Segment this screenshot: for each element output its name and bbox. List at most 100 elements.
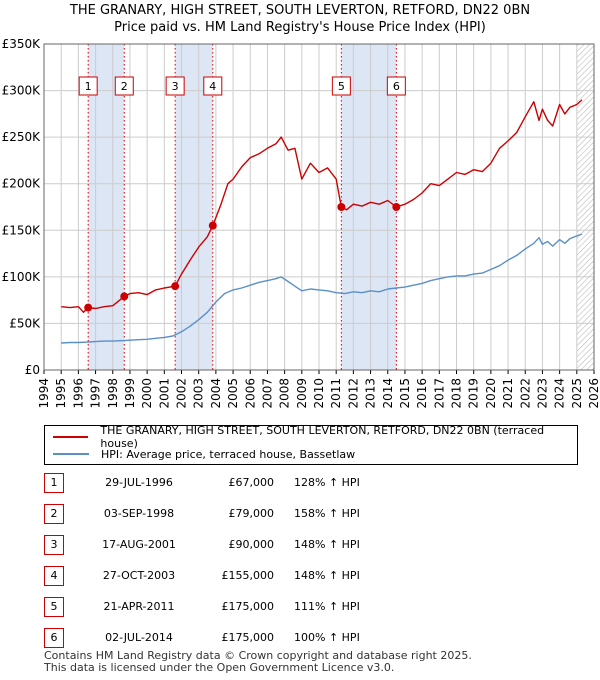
x-tick-label: 2012 xyxy=(346,378,360,409)
x-tick-label: 2004 xyxy=(209,378,223,409)
y-tick-label: £50K xyxy=(9,316,41,330)
x-tick-label: 2011 xyxy=(329,378,343,409)
footer-line2: This data is licensed under the Open Gov… xyxy=(44,661,395,674)
sale-point xyxy=(171,282,180,291)
x-tick-label: 2022 xyxy=(518,378,532,409)
series-line-hpi xyxy=(61,233,583,344)
x-tick-label: 2005 xyxy=(226,378,240,409)
y-tick-label: £0 xyxy=(25,363,40,377)
x-tick-label: 1994 xyxy=(37,378,51,409)
x-tick-label: 1998 xyxy=(106,378,120,409)
sale-marker-label: 2 xyxy=(121,80,128,93)
x-tick-label: 2020 xyxy=(484,378,498,409)
sale-marker-box xyxy=(114,76,134,96)
sale-marker-box xyxy=(165,76,185,96)
sale-point xyxy=(84,303,93,312)
sale-number-badge: 3 xyxy=(44,535,64,555)
x-tick-label: 2003 xyxy=(192,378,206,409)
x-tick-label: 2010 xyxy=(312,378,326,409)
y-tick-label: £100K xyxy=(2,270,42,284)
legend-swatch-hpi xyxy=(53,453,89,455)
x-tick-label: 2009 xyxy=(295,378,309,409)
x-tick-label: 2026 xyxy=(587,378,600,409)
legend-item-property: THE GRANARY, HIGH STREET, SOUTH LEVERTON… xyxy=(53,424,577,450)
sale-number-badge: 4 xyxy=(44,566,64,586)
legend-label-hpi: HPI: Average price, terraced house, Bass… xyxy=(101,447,356,461)
sale-hpi-change: 158% ↑ HPI xyxy=(294,507,360,520)
sale-marker-label: 4 xyxy=(209,80,216,93)
x-tick-label: 2016 xyxy=(415,378,429,409)
sale-price: £155,000 xyxy=(221,569,275,582)
y-tick-label: £350K xyxy=(2,37,42,51)
x-tick-label: 2025 xyxy=(570,378,584,409)
sale-number-badge: 6 xyxy=(44,628,64,648)
sale-row: 1 29-JUL-1996 £67,000 128% ↑ HPI xyxy=(44,473,584,493)
y-tick-label: £300K xyxy=(2,84,42,98)
sale-number-badge: 5 xyxy=(44,597,64,617)
sale-price: £175,000 xyxy=(221,631,275,644)
sale-date: 21-APR-2011 xyxy=(103,600,175,613)
sale-date: 27-OCT-2003 xyxy=(102,569,176,582)
sale-marker-label: 3 xyxy=(172,80,179,93)
x-tick-label: 2014 xyxy=(381,378,395,409)
x-tick-label: 2024 xyxy=(553,378,567,409)
sale-price: £79,000 xyxy=(228,507,275,520)
legend-label-property: THE GRANARY, HIGH STREET, SOUTH LEVERTON… xyxy=(100,424,545,450)
x-tick-label: 2019 xyxy=(467,378,481,409)
sale-marker-box xyxy=(331,76,351,96)
x-tick-label: 2013 xyxy=(364,378,378,409)
x-tick-label: 1999 xyxy=(123,378,137,409)
sale-hpi-change: 111% ↑ HPI xyxy=(294,600,360,613)
sale-point xyxy=(337,203,346,211)
chart-legend: THE GRANARY, HIGH STREET, SOUTH LEVERTON… xyxy=(44,424,578,465)
x-tick-label: 2015 xyxy=(398,378,412,409)
x-tick-label: 2000 xyxy=(140,378,154,409)
footer-line1: Contains HM Land Registry data © Crown c… xyxy=(44,649,472,662)
x-tick-label: 2008 xyxy=(278,378,292,409)
sale-date: 02-JUL-2014 xyxy=(105,631,173,644)
sale-hpi-change: 148% ↑ HPI xyxy=(294,569,360,582)
sale-price: £67,000 xyxy=(228,476,275,489)
sale-row: 2 03-SEP-1998 £79,000 158% ↑ HPI xyxy=(44,504,584,524)
sale-hpi-change: 100% ↑ HPI xyxy=(294,631,360,644)
x-tick-label: 2023 xyxy=(535,378,549,409)
sale-marker-box xyxy=(78,76,98,96)
legend-swatch-property xyxy=(53,436,89,438)
sale-row: 6 02-JUL-2014 £175,000 100% ↑ HPI xyxy=(44,628,584,648)
y-tick-label: £250K xyxy=(2,130,42,144)
y-tick-label: £150K xyxy=(2,223,42,237)
legend-item-hpi: HPI: Average price, terraced house, Bass… xyxy=(53,446,355,462)
sale-date: 29-JUL-1996 xyxy=(105,476,173,489)
x-tick-label: 2018 xyxy=(450,378,464,409)
sale-point xyxy=(120,292,129,301)
sale-marker-label: 1 xyxy=(85,80,92,93)
sale-price: £175,000 xyxy=(221,600,275,613)
price-chart: 1 2 3 4 5 6 £0 £50K £100K £150K £200K £250K £300K £3… xyxy=(2,37,600,409)
footer-attribution: Contains HM Land Registry data © Crown c… xyxy=(44,650,472,674)
x-tick-label: 2001 xyxy=(157,378,171,409)
sale-hpi-change: 148% ↑ HPI xyxy=(294,538,360,551)
sale-number-badge: 1 xyxy=(44,473,64,493)
chart-title-line2: Price paid vs. HM Land Registry's House … xyxy=(114,20,486,35)
plot-frame xyxy=(43,43,595,371)
hatched-region xyxy=(576,44,594,370)
sale-marker-box xyxy=(386,76,406,96)
sale-date: 17-AUG-2001 xyxy=(102,538,176,551)
sale-point xyxy=(392,203,401,211)
sale-hpi-change: 128% ↑ HPI xyxy=(294,476,360,489)
x-tick-label: 2002 xyxy=(175,378,189,409)
sale-row: 4 27-OCT-2003 £155,000 148% ↑ HPI xyxy=(44,566,584,586)
sale-point xyxy=(208,221,217,230)
sale-marker-label: 5 xyxy=(338,80,345,93)
x-tick-label: 2017 xyxy=(432,378,446,409)
sale-marker-box xyxy=(203,76,223,96)
sale-number-badge: 2 xyxy=(44,504,64,524)
sale-row: 3 17-AUG-2001 £90,000 148% ↑ HPI xyxy=(44,535,584,555)
x-tick-label: 1995 xyxy=(54,378,68,409)
x-tick-label: 1996 xyxy=(71,378,85,409)
sale-price: £90,000 xyxy=(228,538,275,551)
chart-title-line1: THE GRANARY, HIGH STREET, SOUTH LEVERTON… xyxy=(69,3,531,18)
x-tick-label: 1997 xyxy=(89,378,103,409)
shaded-period xyxy=(88,44,125,370)
sale-marker-label: 6 xyxy=(393,80,400,93)
